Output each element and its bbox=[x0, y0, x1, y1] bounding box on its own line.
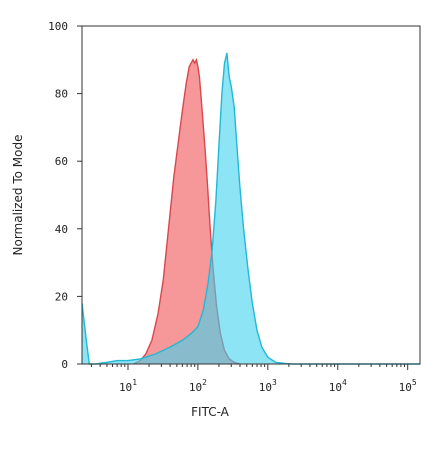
plot-frame bbox=[81, 25, 421, 365]
y-tick-label: 20 bbox=[55, 290, 68, 303]
y-tick-label: 80 bbox=[55, 88, 68, 101]
series-2-line bbox=[81, 52, 420, 365]
x-axis-ticks: 101 102 103 104 105 bbox=[90, 364, 417, 394]
series-2-area bbox=[82, 53, 420, 364]
y-axis-label: Normalized To Mode bbox=[11, 134, 25, 255]
x-tick-label: 101 bbox=[119, 378, 137, 394]
x-tick-label: 102 bbox=[189, 378, 207, 394]
y-tick-label: 100 bbox=[48, 20, 68, 33]
y-tick-label: 60 bbox=[55, 155, 68, 168]
x-axis-label: FITC-A bbox=[191, 405, 230, 419]
x-tick-label: 104 bbox=[329, 378, 347, 394]
series-layer bbox=[81, 52, 420, 365]
y-tick-label: 0 bbox=[61, 358, 68, 371]
x-tick-label: 103 bbox=[259, 378, 277, 394]
y-axis-ticks: 0 20 40 60 80 100 bbox=[48, 20, 82, 371]
x-tick-label: 105 bbox=[399, 378, 417, 394]
y-tick-label: 40 bbox=[55, 223, 68, 236]
